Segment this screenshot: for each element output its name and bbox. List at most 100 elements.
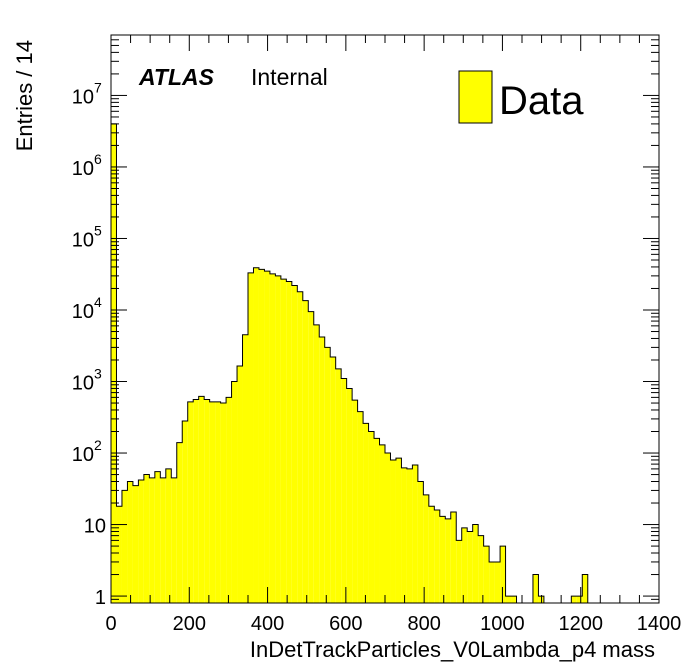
y-tick-exponent: 5 [94, 222, 102, 238]
y-tick-exponent: 6 [94, 151, 102, 167]
x-tick-label: 0 [105, 613, 116, 635]
histogram-bin [335, 368, 342, 603]
histogram-bin [198, 396, 205, 603]
histogram-bin [379, 444, 385, 603]
x-tick-label: 600 [329, 613, 362, 635]
histogram-bin [582, 574, 588, 603]
histogram-bin [313, 324, 320, 603]
histogram-bin [571, 596, 577, 603]
histogram-bin [160, 477, 166, 603]
histogram-bin [489, 561, 495, 603]
histogram-bin [423, 494, 429, 603]
histogram-bin [374, 438, 380, 603]
histogram-bin [127, 481, 133, 603]
histogram-bin [231, 381, 238, 603]
histogram-bin [412, 465, 418, 603]
y-tick-label: 10 [72, 158, 94, 180]
histogram-bin [132, 485, 139, 603]
histogram-bin [308, 311, 314, 603]
y-tick-exponent: 4 [94, 294, 102, 310]
x-tick-label: 200 [173, 613, 206, 635]
legend: Data [458, 70, 584, 124]
y-tick-label: 10 [84, 516, 106, 538]
histogram-bin [253, 267, 259, 603]
histogram-bin [111, 123, 117, 603]
histogram-bin [143, 474, 150, 603]
histogram-bin [428, 506, 435, 603]
x-tick-label: 1200 [558, 613, 603, 635]
x-tick-label: 800 [407, 613, 440, 635]
histogram-bin [330, 357, 336, 603]
y-tick-exponent: 3 [94, 366, 102, 382]
histogram-bin [390, 459, 396, 603]
histogram-bin [280, 279, 287, 603]
histogram-bin [456, 540, 462, 603]
histogram-bin [171, 477, 177, 603]
histogram-bin [319, 336, 325, 603]
histogram-bin [346, 388, 353, 603]
histogram-bin [193, 399, 199, 603]
histogram-bin [226, 397, 232, 603]
histogram-bin [297, 291, 303, 603]
x-tick-label: 1000 [480, 613, 525, 635]
histogram-bin [385, 453, 391, 603]
histogram-bin [461, 527, 468, 603]
histogram-bin [352, 400, 358, 603]
histogram-bin [341, 378, 347, 603]
y-tick-label: 10 [72, 373, 94, 395]
histogram-bin [467, 531, 473, 603]
x-tick-label: 1400 [637, 613, 682, 635]
histogram-bin [291, 285, 298, 603]
histogram-bin [154, 471, 161, 603]
histogram-bin [286, 281, 292, 603]
histogram-bin [116, 506, 122, 603]
histogram-bin [176, 442, 183, 603]
histogram-bin [532, 574, 539, 603]
histogram-bin [368, 431, 375, 603]
histogram-bin [401, 467, 407, 603]
y-tick-label: 10 [72, 301, 94, 323]
histogram-bin [220, 403, 227, 603]
atlas-label: ATLAS [138, 64, 215, 90]
histogram-bin [242, 334, 248, 603]
histogram-bin [275, 275, 281, 603]
y-tick-label: 10 [72, 229, 94, 251]
x-tick-labels: 0 200 400 600 800 1000 1200 1400 [105, 613, 681, 635]
histogram-bin [576, 596, 583, 603]
histogram-bin [511, 596, 517, 603]
histogram-bin [357, 411, 364, 603]
histogram-bin [417, 481, 424, 603]
histogram-bin [209, 401, 216, 603]
histogram-bin [248, 272, 254, 603]
histogram-bin [439, 516, 446, 603]
legend-swatch-data [458, 70, 493, 124]
histogram-bin [363, 423, 369, 603]
histogram-bin [324, 347, 331, 603]
histogram-bin [450, 511, 457, 603]
histogram-bin [149, 477, 155, 603]
histogram-bin [395, 458, 402, 603]
histogram-bin [478, 535, 484, 603]
histogram-bin [138, 479, 144, 603]
legend-label-data: Data [499, 79, 584, 123]
axis-ticks [110, 34, 660, 604]
x-axis-title: InDetTrackParticles_V0Lambda_p4 mass [250, 637, 655, 662]
histogram-bin [434, 509, 440, 603]
histogram-bin [264, 271, 270, 603]
y-tick-label: 1 [95, 587, 106, 609]
internal-label: Internal [251, 64, 328, 90]
y-tick-label: 10 [72, 444, 94, 466]
histogram-bin [406, 468, 413, 603]
histogram-bin [258, 269, 265, 603]
y-axis-title: Entries / 14 [12, 40, 37, 151]
y-tick-exponent: 7 [94, 79, 102, 95]
y-tick-label: 10 [72, 86, 94, 108]
histogram-bin [445, 518, 451, 603]
histogram-bin [500, 546, 506, 603]
histogram-bin [302, 300, 309, 603]
histogram-bin [472, 524, 479, 603]
histogram-bars [110, 123, 659, 604]
x-tick-label: 400 [251, 613, 284, 635]
histogram-bin [204, 399, 210, 603]
